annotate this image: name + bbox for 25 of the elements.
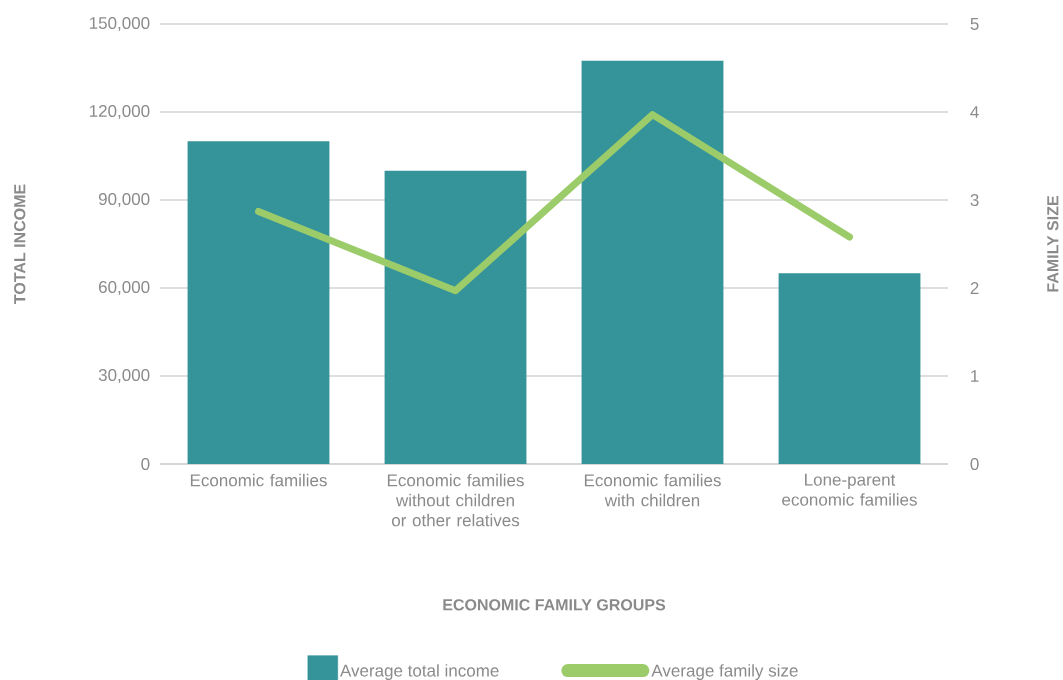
y2-tick-label: 0 [970,457,979,471]
y2-tick-label: 2 [970,282,979,294]
x-axis-title: ECONOMIC FAMILY GROUPS [443,599,666,611]
y-tick-label: 90,000 [98,192,150,208]
legend-label: Average family size [651,664,798,680]
y-tick-label: 0 [141,457,150,471]
bar [778,273,921,464]
y-tick-label: 150,000 [89,16,150,32]
y2-tick-label: 5 [970,18,979,30]
y-axis-title: TOTAL INCOME [14,184,26,304]
y-tick-label: 60,000 [99,280,150,296]
bar [581,60,724,464]
y2-axis-title: FAMILY SIZE [1047,196,1059,292]
y2-tick-label: 3 [970,193,979,207]
bar [187,141,330,464]
y2-tick-label: 1 [971,370,979,382]
x-tick-label: Economic families without children or other relatives [387,473,524,527]
x-tick-label: Lone-parent economic families [782,473,917,506]
x-tick-label: Economic families with children [584,473,721,507]
x-tick-label: Economic families [190,473,327,487]
y-tick-label: 120,000 [89,104,150,120]
legend-label: Average total income [340,664,499,680]
bar [384,170,527,464]
y-tick-label: 30,000 [98,368,150,384]
y2-tick-label: 4 [970,106,979,118]
